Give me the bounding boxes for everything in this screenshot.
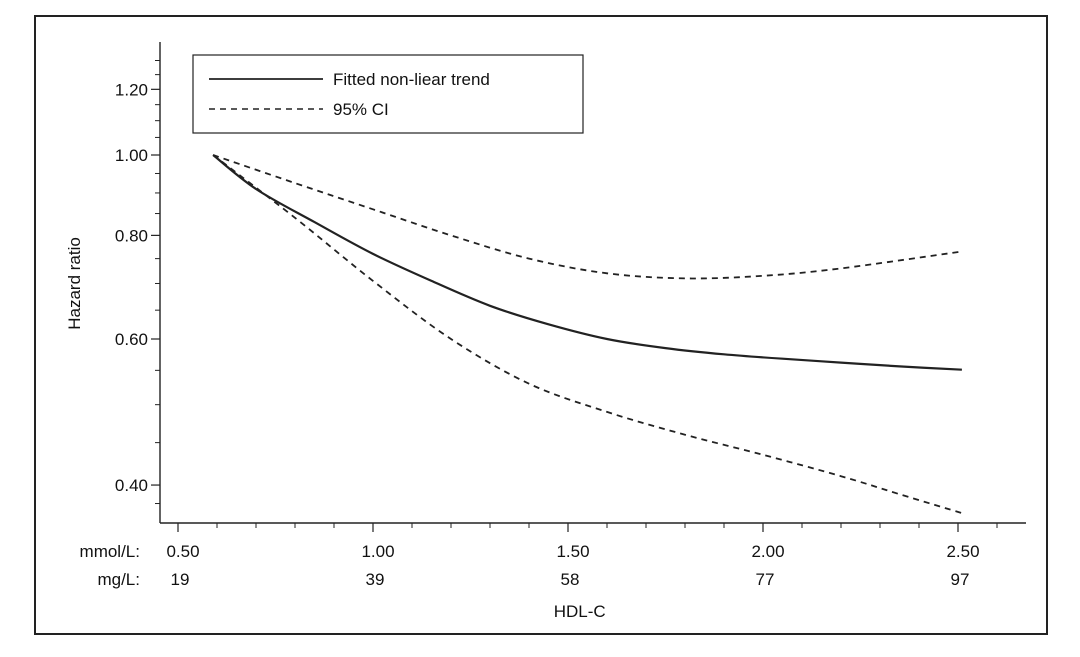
legend-label: 95% CI (333, 100, 389, 119)
x-tick-label-mmol: 2.50 (946, 542, 979, 561)
legend-box (192, 54, 584, 134)
x-tick-label-mg: 39 (366, 570, 385, 589)
x-tick-label-mg: 19 (171, 570, 190, 589)
y-tick-label: 1.00 (115, 146, 148, 165)
x-tick-label-mmol: 0.50 (166, 542, 199, 561)
hazard-ratio-chart: 1.20 1.00 0.80 0.60 0.40 0.50 19 1.00 39 1.50 58 2.… (65, 42, 1026, 621)
y-axis-title: Hazard ratio (65, 237, 84, 330)
ci-lower-line (212, 154, 963, 514)
axes: 1.20 1.00 0.80 0.60 0.40 0.50 19 1.00 39 1.50 58 2.… (80, 42, 1026, 589)
y-tick-label: 1.20 (115, 80, 148, 99)
y-tick-label: 0.80 (115, 226, 148, 245)
x-tick-label-mg: 77 (756, 570, 775, 589)
figure-frame: 1.20 1.00 0.80 0.60 0.40 0.50 19 1.00 39 1.50 58 2.… (34, 15, 1048, 635)
x-tick-label-mg: 97 (951, 570, 970, 589)
legend: Fitted non-liear trend 95% CI (192, 54, 584, 134)
series-layer (212, 154, 963, 514)
legend-label: Fitted non-liear trend (333, 70, 490, 89)
fitted-trend-line (212, 154, 962, 371)
x-row-label-mg: mg/L: (97, 570, 140, 589)
y-tick-label: 0.60 (115, 330, 148, 349)
x-tick-label-mmol: 2.00 (751, 542, 784, 561)
x-tick-label-mg: 58 (561, 570, 580, 589)
y-tick-label: 0.40 (115, 476, 148, 495)
x-tick-label-mmol: 1.00 (361, 542, 394, 561)
x-row-label-mmol: mmol/L: (80, 542, 140, 561)
x-axis-title: HDL-C (554, 602, 606, 621)
ci-upper-line (212, 154, 963, 280)
x-tick-label-mmol: 1.50 (556, 542, 589, 561)
